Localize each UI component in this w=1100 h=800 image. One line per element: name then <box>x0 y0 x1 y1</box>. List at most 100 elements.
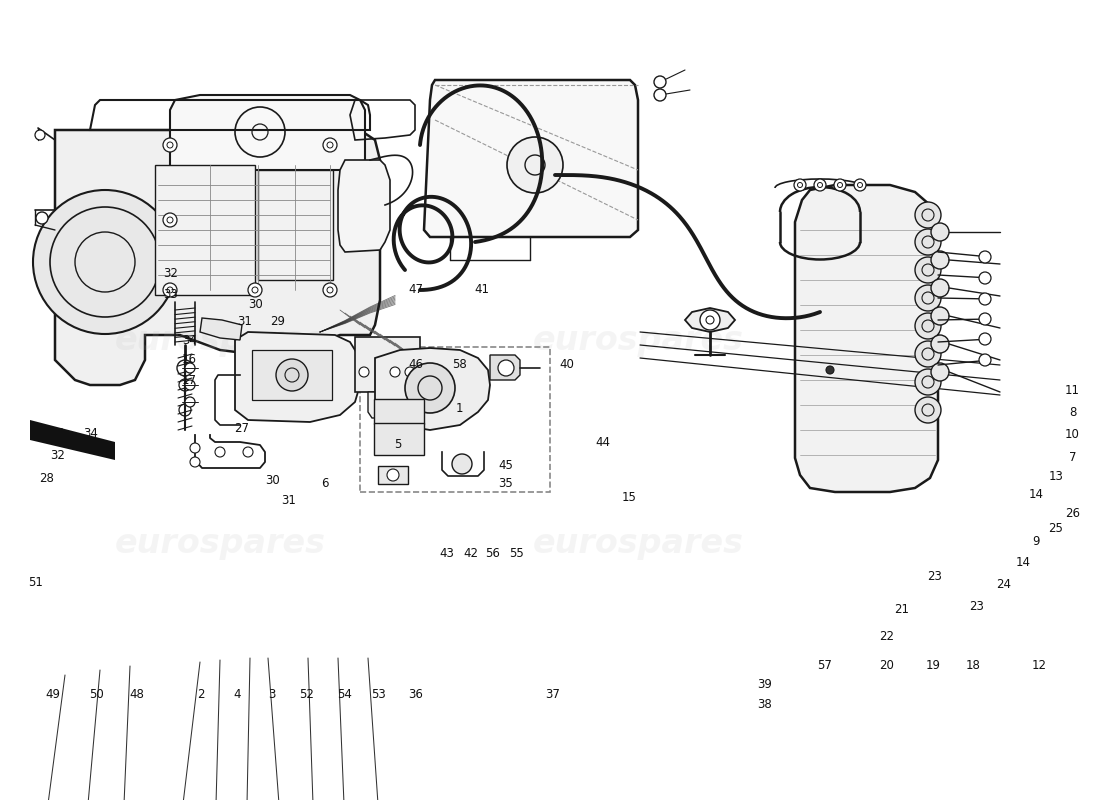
Text: eurospares: eurospares <box>114 323 326 357</box>
Text: 25: 25 <box>1048 522 1064 534</box>
Text: 39: 39 <box>757 678 772 690</box>
Circle shape <box>276 359 308 391</box>
Circle shape <box>854 179 866 191</box>
Text: 20: 20 <box>879 659 894 672</box>
Text: 44: 44 <box>595 436 610 449</box>
Text: 19: 19 <box>925 659 940 672</box>
Circle shape <box>979 333 991 345</box>
Polygon shape <box>375 348 490 430</box>
Text: 14: 14 <box>1015 556 1031 569</box>
Circle shape <box>185 363 195 373</box>
Polygon shape <box>795 185 938 492</box>
Polygon shape <box>30 420 116 460</box>
Circle shape <box>915 229 940 255</box>
Circle shape <box>915 313 940 339</box>
Circle shape <box>931 307 949 325</box>
Text: 32: 32 <box>163 267 178 280</box>
Circle shape <box>248 283 262 297</box>
Bar <box>355 337 420 392</box>
Circle shape <box>654 76 666 88</box>
Circle shape <box>979 293 991 305</box>
Text: 16: 16 <box>182 354 197 366</box>
Text: 2: 2 <box>198 688 205 701</box>
Circle shape <box>179 404 191 416</box>
Text: 40: 40 <box>559 358 574 370</box>
Text: 11: 11 <box>1065 384 1080 397</box>
Text: 55: 55 <box>509 547 525 560</box>
Circle shape <box>931 251 949 269</box>
Circle shape <box>814 179 826 191</box>
Circle shape <box>915 257 940 283</box>
Text: 33: 33 <box>163 288 178 301</box>
Text: 41: 41 <box>474 283 490 296</box>
Circle shape <box>700 310 720 330</box>
Text: 43: 43 <box>439 547 454 560</box>
Text: 51: 51 <box>28 576 43 589</box>
Text: 58: 58 <box>452 358 468 370</box>
Circle shape <box>163 213 177 227</box>
Text: 36: 36 <box>408 688 424 701</box>
Circle shape <box>405 363 455 413</box>
Text: 23: 23 <box>927 570 943 582</box>
Text: 12: 12 <box>1032 659 1047 672</box>
Circle shape <box>36 212 48 224</box>
Circle shape <box>359 367 369 377</box>
Text: 33: 33 <box>50 427 65 440</box>
Bar <box>155 165 255 295</box>
Circle shape <box>179 379 191 391</box>
Text: 31: 31 <box>280 494 296 507</box>
Text: 30: 30 <box>265 474 280 486</box>
Polygon shape <box>424 80 638 237</box>
Text: 17: 17 <box>182 374 197 386</box>
Text: 23: 23 <box>969 600 984 613</box>
Bar <box>252 350 332 400</box>
Circle shape <box>915 369 940 395</box>
Text: 5: 5 <box>395 438 402 450</box>
Text: 34: 34 <box>82 427 98 440</box>
Text: 53: 53 <box>371 688 386 701</box>
Polygon shape <box>170 95 365 170</box>
Circle shape <box>190 443 200 453</box>
Circle shape <box>931 363 949 381</box>
Text: 22: 22 <box>879 630 894 642</box>
Text: 13: 13 <box>1048 470 1064 483</box>
Circle shape <box>931 279 949 297</box>
Text: 3: 3 <box>268 688 275 701</box>
Text: 29: 29 <box>270 315 285 328</box>
Circle shape <box>214 447 225 457</box>
Polygon shape <box>368 392 412 418</box>
Circle shape <box>915 397 940 423</box>
Text: 15: 15 <box>621 491 637 504</box>
Circle shape <box>390 367 400 377</box>
Text: 46: 46 <box>408 358 424 370</box>
Circle shape <box>931 335 949 353</box>
Text: 28: 28 <box>39 472 54 485</box>
Polygon shape <box>200 318 242 340</box>
Text: 50: 50 <box>89 688 104 701</box>
Polygon shape <box>490 355 520 380</box>
Text: 37: 37 <box>544 688 560 701</box>
Circle shape <box>33 190 177 334</box>
Text: 8: 8 <box>1069 406 1076 419</box>
Circle shape <box>979 313 991 325</box>
Circle shape <box>498 360 514 376</box>
Circle shape <box>979 354 991 366</box>
Text: 35: 35 <box>498 477 514 490</box>
Circle shape <box>931 223 949 241</box>
Text: 10: 10 <box>1065 428 1080 441</box>
Circle shape <box>387 469 399 481</box>
Polygon shape <box>55 130 380 385</box>
Text: 45: 45 <box>498 459 514 472</box>
Text: 18: 18 <box>966 659 981 672</box>
Circle shape <box>185 397 195 407</box>
Circle shape <box>979 272 991 284</box>
Text: 42: 42 <box>463 547 478 560</box>
Text: 9: 9 <box>1033 535 1039 548</box>
Circle shape <box>979 251 991 263</box>
Text: 31: 31 <box>236 315 252 328</box>
Text: 30: 30 <box>248 298 263 310</box>
Polygon shape <box>235 332 360 422</box>
Bar <box>360 347 550 492</box>
Text: 57: 57 <box>817 659 833 672</box>
Text: 1: 1 <box>456 402 463 414</box>
